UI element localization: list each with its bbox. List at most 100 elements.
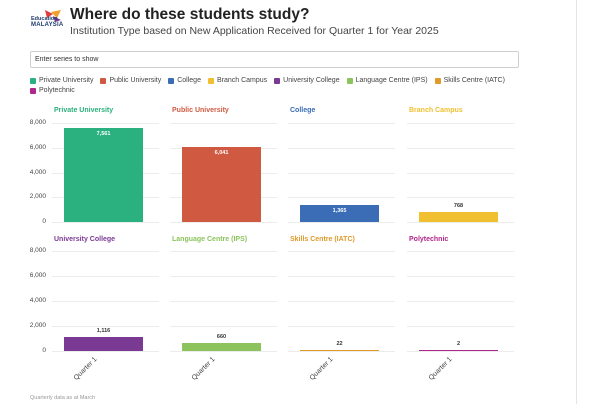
gridline (288, 197, 395, 199)
gridline (52, 222, 159, 223)
legend-label: University College (283, 77, 340, 84)
bar[interactable] (182, 342, 261, 351)
legend-item[interactable]: Branch Campus (207, 77, 268, 84)
legend-swatch (346, 77, 353, 84)
gridline (288, 172, 395, 174)
y-tick-label: 0 (42, 218, 46, 225)
legend-swatch (274, 77, 281, 84)
legend-swatch (168, 77, 175, 84)
gridline (407, 251, 514, 252)
legend-label: Polytechnic (39, 87, 75, 94)
legend-label: College (177, 77, 201, 84)
gridline (288, 251, 395, 252)
y-tick-label: 8,000 (29, 247, 46, 254)
y-tick-label: 2,000 (29, 322, 46, 329)
legend-label: Branch Campus (216, 77, 268, 84)
legend-item[interactable]: Language Centre (IPS) (346, 77, 428, 84)
bar[interactable] (419, 350, 498, 351)
bar[interactable] (300, 205, 379, 222)
gridline (407, 197, 514, 199)
page-title: Where do these students study? (70, 6, 310, 23)
legend-item[interactable]: Public University (100, 77, 161, 84)
y-tick-label: 6,000 (29, 272, 46, 279)
gridline (407, 326, 514, 327)
gridline (170, 251, 277, 252)
panel-title: Branch Campus (409, 107, 463, 114)
bar[interactable] (182, 147, 261, 222)
legend-swatch (30, 87, 36, 94)
gridline (407, 147, 514, 149)
gridline (52, 326, 159, 327)
gridline (52, 301, 159, 302)
legend-swatch (207, 77, 214, 84)
logo-text-bottom: MALAYSIA (31, 22, 64, 28)
panel-title: College (290, 107, 316, 114)
page-subtitle: Institution Type based on New Applicatio… (70, 25, 439, 37)
gridline (52, 123, 159, 124)
gridline (288, 276, 395, 277)
legend-item[interactable]: University College (274, 77, 340, 84)
x-tick-label: Quarter 1 (190, 356, 217, 382)
panel-title: Public University (172, 107, 229, 114)
legend-label: Private University (39, 77, 94, 84)
legend-label: Language Centre (IPS) (355, 77, 428, 84)
panel-title: University College (54, 236, 116, 243)
bar-data-label: 7,561 (96, 131, 111, 138)
legend-item[interactable]: Skills Centre (IATC) (434, 77, 505, 84)
gridline (288, 222, 395, 223)
legend-swatch (30, 77, 36, 84)
x-tick-label: Quarter 1 (308, 356, 335, 382)
legend-label: Public University (109, 77, 162, 84)
gridline (407, 123, 514, 124)
panel-title: Private University (54, 107, 114, 114)
bar-data-label: 1,116 (96, 328, 111, 335)
bar[interactable] (64, 128, 143, 222)
legend-item[interactable]: Polytechnic (30, 87, 75, 94)
gridline (52, 276, 159, 277)
panel-title: Language Centre (IPS) (172, 236, 248, 243)
logo-text-top: Education (31, 16, 58, 22)
bar-data-label: 22 (336, 341, 343, 347)
legend-label: Skills Centre (IATC) (443, 77, 505, 84)
gridline (288, 301, 395, 302)
series-search-input[interactable] (30, 51, 519, 68)
gridline (407, 301, 514, 302)
gridline (170, 351, 277, 352)
gridline (288, 351, 395, 352)
gridline (407, 276, 514, 277)
legend-swatch (434, 77, 441, 84)
x-tick-label: Quarter 1 (72, 356, 99, 382)
gridline (288, 147, 395, 149)
gridline (407, 222, 514, 223)
y-tick-label: 0 (42, 347, 46, 354)
bar-data-label: 2 (456, 341, 461, 347)
legend-item[interactable]: College (168, 77, 201, 84)
gridline (170, 222, 277, 223)
footnote: Quarterly data as at March (30, 395, 96, 401)
y-tick-label: 4,000 (29, 297, 46, 304)
gridline (170, 326, 277, 327)
bar[interactable] (419, 212, 498, 222)
bar-data-label: 1,365 (332, 208, 347, 215)
x-tick-label: Quarter 1 (427, 356, 454, 382)
gridline (52, 351, 159, 352)
divider (576, 0, 577, 404)
gridline (170, 301, 277, 302)
y-tick-label: 2,000 (29, 193, 46, 201)
legend-item[interactable]: Private University (30, 77, 93, 84)
gridline (407, 351, 514, 352)
bar[interactable] (300, 350, 379, 351)
y-tick-label: 4,000 (29, 168, 46, 176)
gridline (288, 326, 395, 327)
bar[interactable] (64, 337, 143, 351)
bar-data-label: 660 (216, 333, 227, 340)
y-tick-label: 8,000 (29, 119, 46, 126)
gridline (52, 251, 159, 252)
bar-data-label: 6,041 (214, 150, 229, 157)
gridline (288, 123, 395, 124)
y-tick-label: 6,000 (29, 143, 46, 151)
panel-title: Skills Centre (IATC) (290, 236, 355, 243)
chart-legend: Private University Public University Colle… (30, 77, 530, 94)
panel-title: Polytechnic (409, 236, 449, 243)
bar-data-label: 768 (453, 203, 464, 210)
